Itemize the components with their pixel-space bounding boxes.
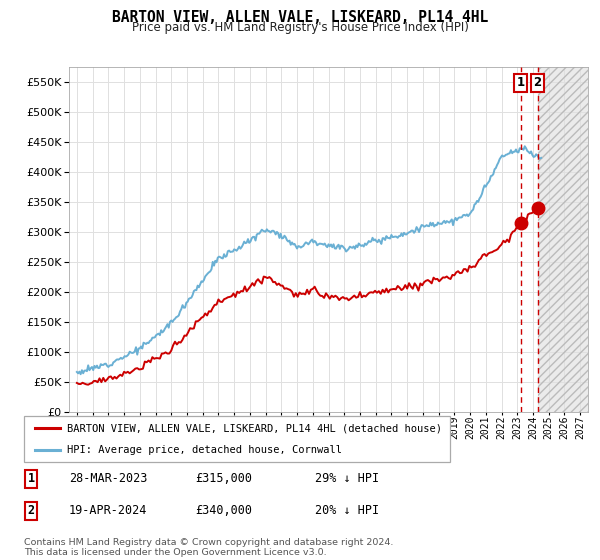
Text: 2: 2 [533,76,542,89]
Text: 1: 1 [517,76,525,89]
Text: 28-MAR-2023: 28-MAR-2023 [69,472,148,486]
Text: £340,000: £340,000 [195,504,252,517]
FancyBboxPatch shape [24,416,450,462]
Text: BARTON VIEW, ALLEN VALE, LISKEARD, PL14 4HL: BARTON VIEW, ALLEN VALE, LISKEARD, PL14 … [112,10,488,25]
Text: 2: 2 [28,504,35,517]
Text: 1: 1 [28,472,35,486]
Text: BARTON VIEW, ALLEN VALE, LISKEARD, PL14 4HL (detached house): BARTON VIEW, ALLEN VALE, LISKEARD, PL14 … [67,423,442,433]
Bar [538,67,588,412]
Text: 19-APR-2024: 19-APR-2024 [69,504,148,517]
Bar [538,67,588,412]
Text: Contains HM Land Registry data © Crown copyright and database right 2024.
This d: Contains HM Land Registry data © Crown c… [24,538,394,557]
Text: Price paid vs. HM Land Registry's House Price Index (HPI): Price paid vs. HM Land Registry's House … [131,21,469,34]
Text: HPI: Average price, detached house, Cornwall: HPI: Average price, detached house, Corn… [67,445,341,455]
Text: 29% ↓ HPI: 29% ↓ HPI [315,472,379,486]
Text: £315,000: £315,000 [195,472,252,486]
Text: 20% ↓ HPI: 20% ↓ HPI [315,504,379,517]
